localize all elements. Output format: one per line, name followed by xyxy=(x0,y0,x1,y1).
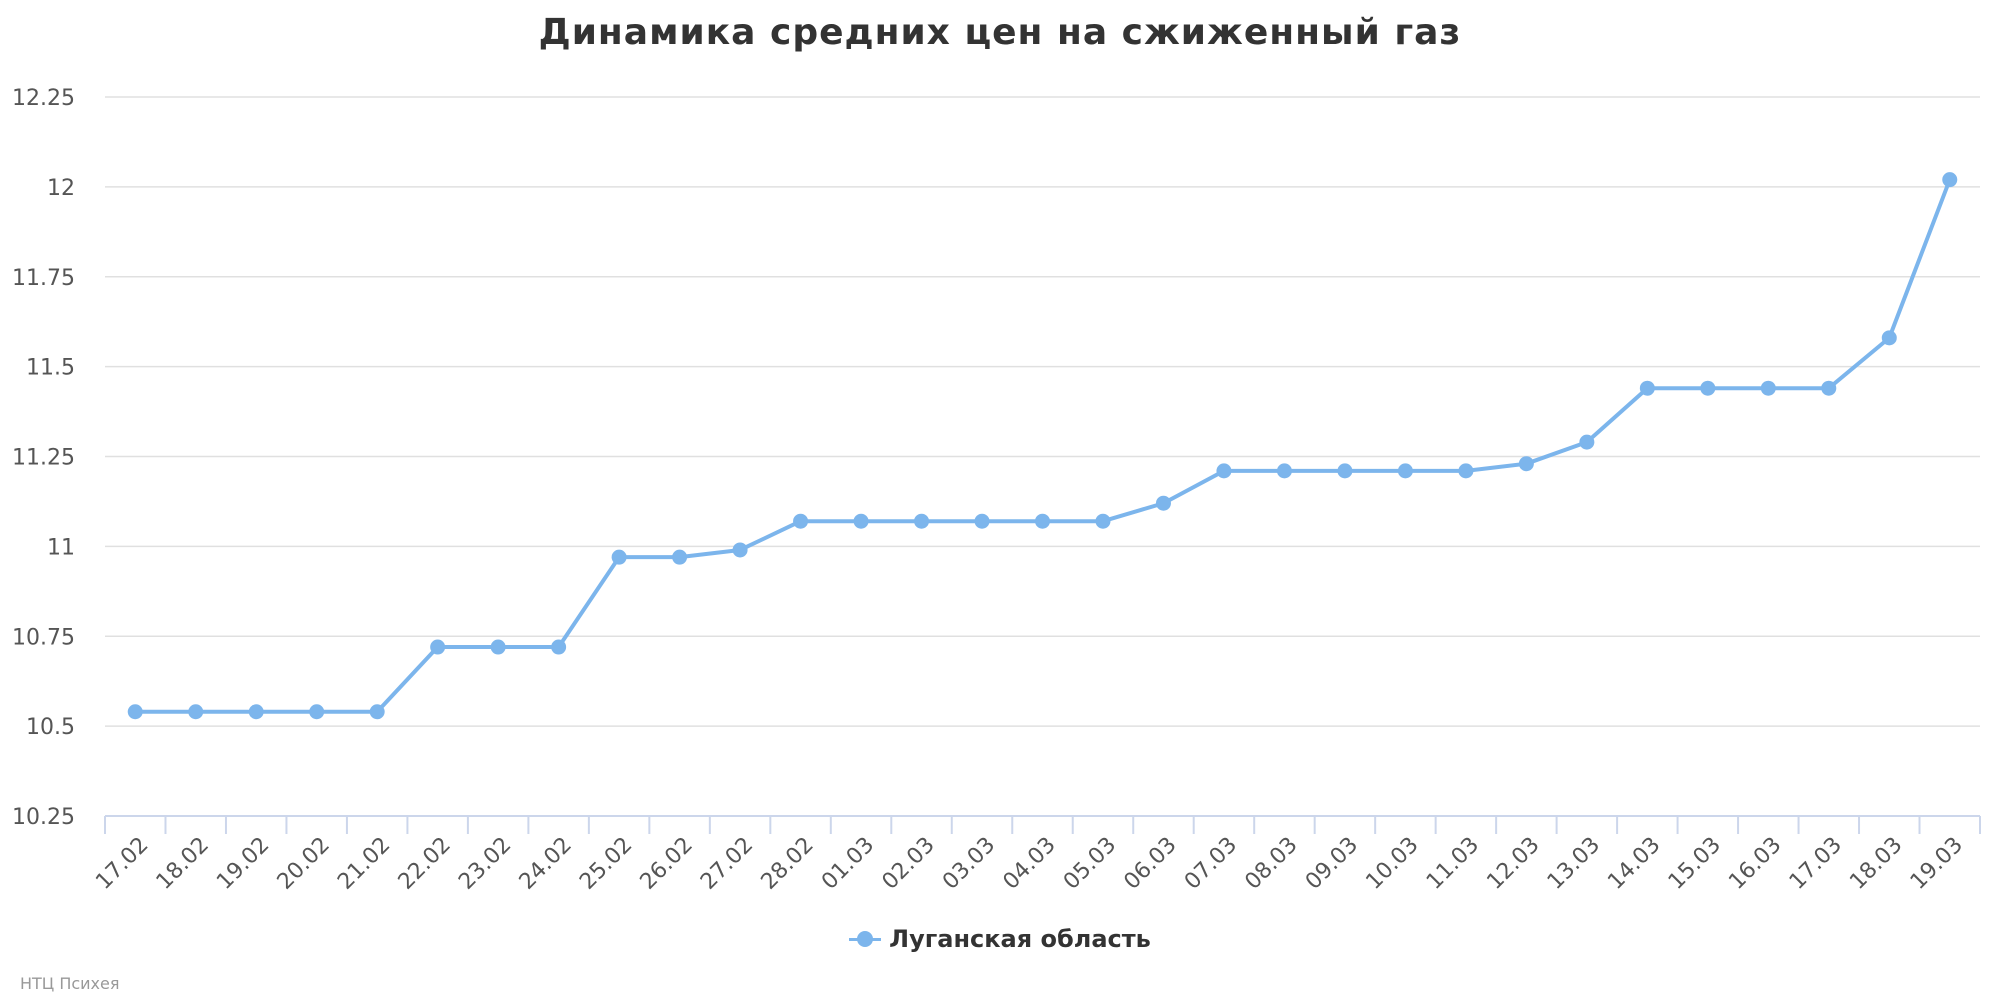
x-tick-label: 10.03 xyxy=(1361,833,1423,895)
legend-label: Луганская область xyxy=(889,925,1151,953)
x-tick-label: 05.03 xyxy=(1059,833,1121,895)
x-tick-label: 17.03 xyxy=(1785,833,1847,895)
x-tick-label: 16.03 xyxy=(1724,833,1786,895)
data-point[interactable] xyxy=(1397,463,1413,479)
data-point[interactable] xyxy=(1700,380,1716,396)
x-tick-label: 11.03 xyxy=(1422,833,1484,895)
x-tick-label: 21.02 xyxy=(333,833,395,895)
data-point[interactable] xyxy=(672,549,688,565)
data-point[interactable] xyxy=(1881,330,1897,346)
data-point[interactable] xyxy=(611,549,627,565)
y-tick-label: 11 xyxy=(47,535,75,560)
legend-item-lugansk[interactable]: Луганская область xyxy=(849,925,1151,953)
data-point[interactable] xyxy=(732,542,748,558)
x-tick-label: 27.02 xyxy=(696,833,758,895)
data-point[interactable] xyxy=(793,513,809,529)
x-tick-label: 06.03 xyxy=(1119,833,1181,895)
x-tick-label: 02.03 xyxy=(878,833,940,895)
legend: Луганская область xyxy=(0,925,2000,953)
data-point[interactable] xyxy=(430,639,446,655)
x-tick-label: 26.02 xyxy=(636,833,698,895)
x-tick-label: 08.03 xyxy=(1240,833,1302,895)
data-point[interactable] xyxy=(1821,380,1837,396)
x-tick-label: 07.03 xyxy=(1180,833,1242,895)
x-tick-label: 19.02 xyxy=(212,833,274,895)
data-point[interactable] xyxy=(1155,495,1171,511)
x-tick-label: 09.03 xyxy=(1301,833,1363,895)
x-tick-label: 18.03 xyxy=(1845,833,1907,895)
y-tick-label: 12.25 xyxy=(12,86,75,111)
data-point[interactable] xyxy=(127,704,143,720)
x-tick-label: 24.02 xyxy=(515,833,577,895)
x-tick-label: 15.03 xyxy=(1664,833,1726,895)
data-point[interactable] xyxy=(1035,513,1050,529)
grid-lines xyxy=(105,96,1980,727)
data-point[interactable] xyxy=(1518,456,1534,472)
credits-text: НТЦ Психея xyxy=(20,974,120,993)
x-tick-label: 04.03 xyxy=(999,833,1061,895)
data-point[interactable] xyxy=(188,704,204,720)
x-tick-label: 01.03 xyxy=(817,833,879,895)
data-point[interactable] xyxy=(1216,463,1232,479)
data-point[interactable] xyxy=(914,513,930,529)
data-point[interactable] xyxy=(1337,463,1353,479)
y-tick-label: 12 xyxy=(47,176,75,201)
x-tick-label: 12.03 xyxy=(1482,833,1544,895)
y-tick-label: 11.5 xyxy=(26,356,75,381)
legend-marker-icon xyxy=(849,931,882,947)
x-tick-label: 18.02 xyxy=(152,833,214,895)
x-tick-label: 23.02 xyxy=(454,833,516,895)
y-tick-label: 10.25 xyxy=(12,805,75,830)
chart-title: Динамика средних цен на сжиженный газ xyxy=(538,12,1462,53)
data-point[interactable] xyxy=(1095,513,1111,529)
data-point[interactable] xyxy=(974,513,990,529)
data-point[interactable] xyxy=(369,704,385,720)
y-tick-label: 11.25 xyxy=(12,446,75,471)
data-point[interactable] xyxy=(1760,380,1776,396)
data-point[interactable] xyxy=(551,639,567,655)
x-axis: 17.0218.0219.0220.0221.0222.0223.0224.02… xyxy=(91,815,1981,895)
x-tick-label: 14.03 xyxy=(1603,833,1665,895)
y-tick-label: 10.75 xyxy=(12,625,75,650)
data-point[interactable] xyxy=(248,704,264,720)
y-tick-label: 10.5 xyxy=(26,715,75,740)
y-tick-label: 11.75 xyxy=(12,266,75,291)
x-tick-label: 13.03 xyxy=(1543,833,1605,895)
x-tick-label: 25.02 xyxy=(575,833,637,895)
x-tick-label: 17.02 xyxy=(91,833,153,895)
data-point[interactable] xyxy=(1276,463,1292,479)
data-point[interactable] xyxy=(1579,434,1595,450)
y-axis-labels: 10.25 10.5 10.75 11 11.25 11.5 11.75 12 12.25 xyxy=(12,86,75,830)
x-tick-label: 22.02 xyxy=(394,833,456,895)
x-tick-label: 28.02 xyxy=(757,833,819,895)
data-point[interactable] xyxy=(1639,380,1655,396)
data-point[interactable] xyxy=(853,513,869,529)
x-tick-label: 03.03 xyxy=(938,833,1000,895)
data-point[interactable] xyxy=(309,704,325,720)
series-line xyxy=(135,178,1952,714)
data-point[interactable] xyxy=(1458,463,1474,479)
series-layer xyxy=(127,172,1958,720)
data-point[interactable] xyxy=(1942,172,1958,188)
x-tick-label: 19.03 xyxy=(1906,833,1968,895)
x-tick-label: 20.02 xyxy=(273,833,335,895)
data-point[interactable] xyxy=(490,639,506,655)
